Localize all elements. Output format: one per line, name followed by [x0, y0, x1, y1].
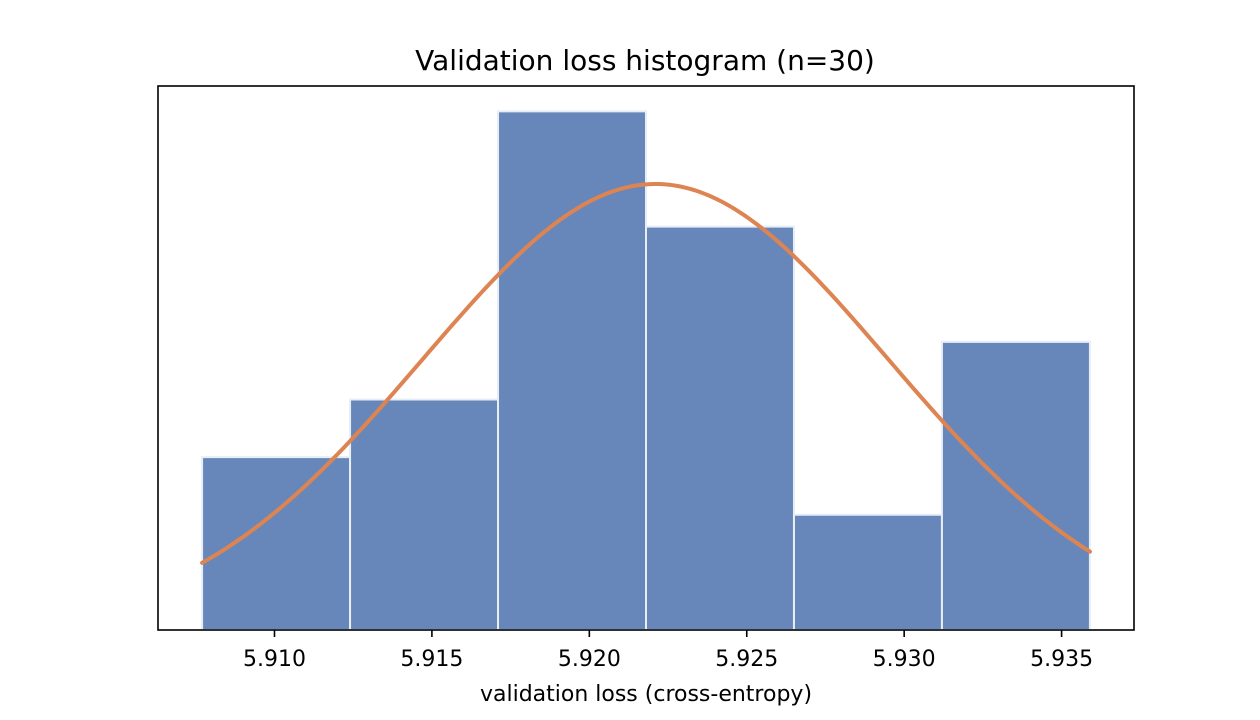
histogram-bar-2	[349, 398, 500, 631]
histogram-bar-5	[792, 513, 943, 632]
x-axis-label: validation loss (cross-entropy)	[480, 682, 812, 707]
x-tick-label: 5.930	[873, 647, 936, 672]
histogram-bar-6	[940, 340, 1091, 631]
histogram-bar-3	[497, 110, 648, 631]
x-tick-label: 5.915	[400, 647, 463, 672]
x-tick-label: 5.920	[558, 647, 621, 672]
histogram-bar-1	[201, 456, 352, 632]
x-tick-label: 5.910	[243, 647, 306, 672]
normal-fit-curve	[200, 181, 1092, 565]
histogram-bar-4	[645, 225, 795, 631]
x-tick-label: 5.925	[715, 647, 778, 672]
plot-area-frame	[157, 85, 1135, 631]
x-axis-ticks: 5.910 5.915 5.920 5.925 5.930 5.935	[243, 630, 1093, 672]
x-tick-label: 5.935	[1030, 647, 1093, 672]
chart-title: Validation loss histogram (n=30)	[415, 44, 875, 77]
histogram-bars	[201, 110, 1091, 632]
